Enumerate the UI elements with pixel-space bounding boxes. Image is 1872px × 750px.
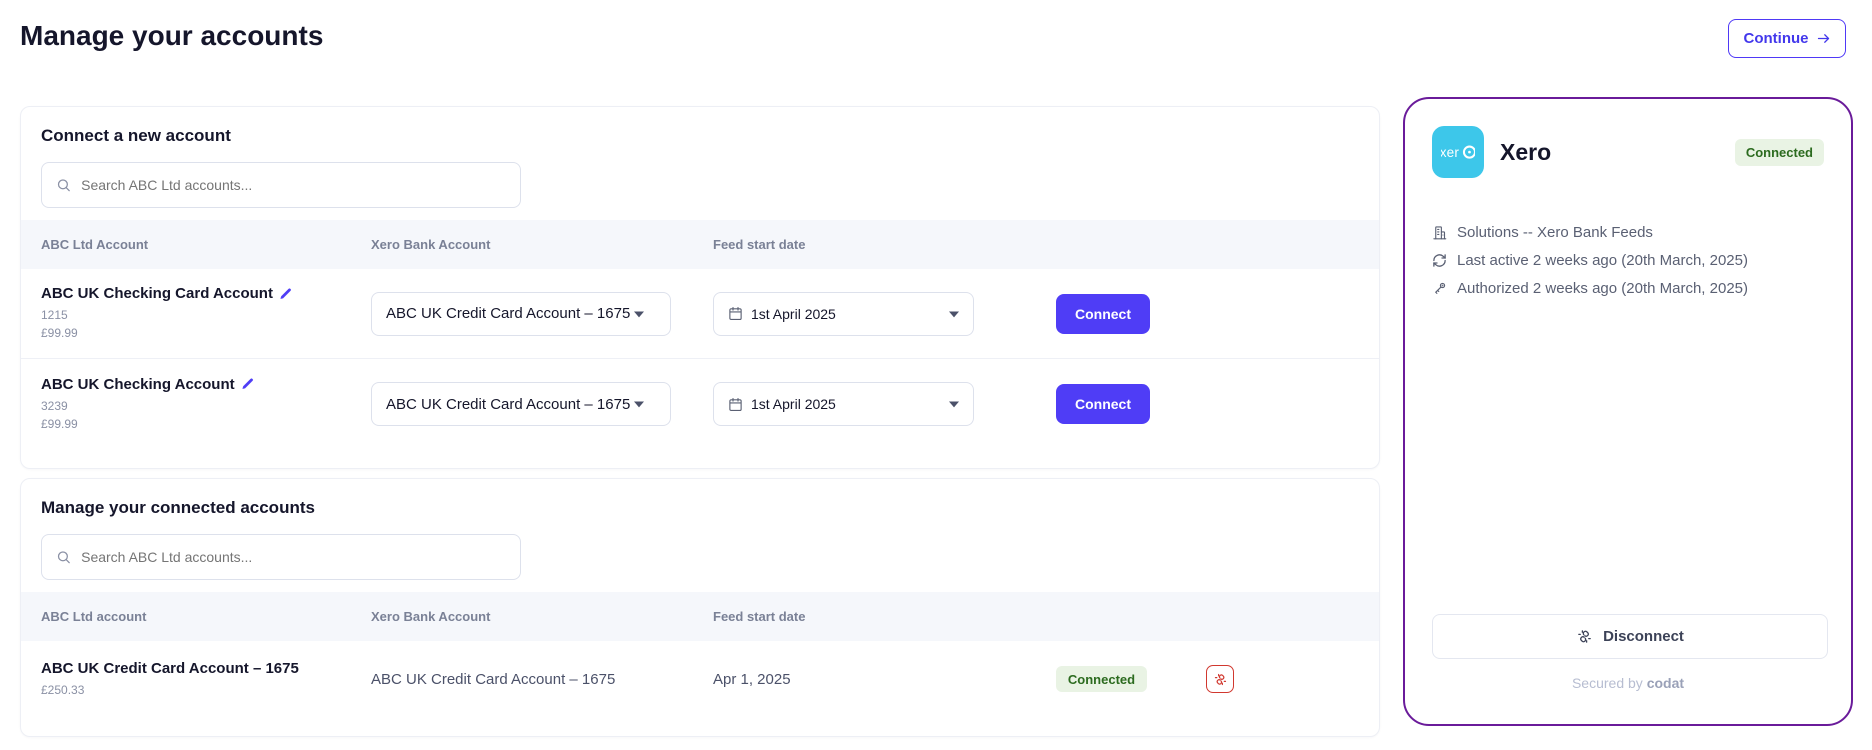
svg-text:xer: xer bbox=[1441, 144, 1459, 159]
